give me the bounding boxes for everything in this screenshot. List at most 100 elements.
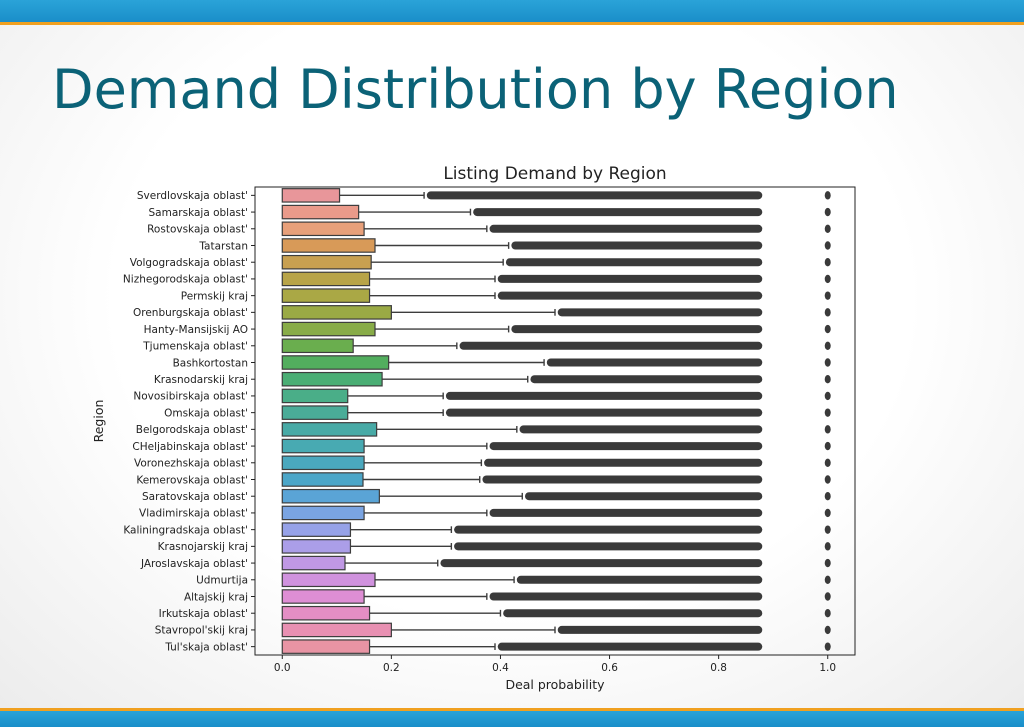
iqr-box — [281, 338, 354, 354]
iqr-box — [281, 622, 392, 638]
iqr-box — [281, 188, 341, 203]
outlier-point — [824, 508, 831, 518]
x-tick-label: 0.2 — [383, 662, 400, 674]
y-tick-label: JAroslavskaja oblast' — [140, 558, 248, 570]
iqr-box — [281, 221, 365, 237]
outlier-markers — [454, 525, 763, 534]
y-tick-label: Hanty-Mansijskij AO — [144, 324, 248, 336]
region-box-group — [281, 639, 831, 654]
region-box-group — [281, 238, 831, 253]
region-box-group — [281, 488, 831, 504]
y-tick-label: Voronezhskaja oblast' — [134, 458, 248, 470]
outlier-markers — [530, 375, 763, 384]
iqr-box — [281, 305, 392, 320]
iqr-box — [281, 238, 376, 253]
region-box-group — [281, 605, 831, 621]
outlier-markers — [489, 442, 763, 451]
outlier-point — [824, 207, 831, 217]
y-tick-label: Sverdlovskaja oblast' — [137, 190, 248, 202]
outlier-markers — [445, 408, 763, 417]
region-box-group — [281, 505, 831, 521]
iqr-box — [281, 555, 346, 571]
iqr-box — [281, 288, 371, 303]
region-box-group — [281, 438, 831, 454]
iqr-box — [281, 639, 371, 654]
y-tick-label: Samarskaja oblast' — [149, 207, 248, 219]
region-box-group — [281, 321, 831, 337]
outlier-point — [824, 391, 831, 401]
y-tick-label: Orenburgskaja oblast' — [133, 307, 248, 319]
outlier-markers — [426, 191, 763, 200]
iqr-box — [281, 572, 376, 588]
y-tick-label: Novosibirskaja oblast' — [133, 391, 248, 403]
plot-frame — [254, 186, 856, 656]
y-tick-label: Tjumenskaja oblast' — [142, 341, 248, 353]
region-box-group — [281, 338, 831, 354]
iqr-box — [281, 388, 349, 404]
x-tick-label: 0.4 — [492, 662, 509, 674]
outlier-point — [824, 191, 831, 200]
outlier-markers — [482, 475, 763, 484]
box-plot-chart: Listing Demand by Region Sverdlovskaja ob… — [91, 164, 856, 692]
iqr-box — [281, 254, 372, 270]
y-tick-label: Irkutskaja oblast' — [159, 608, 248, 620]
outlier-point — [824, 291, 831, 300]
iqr-box — [281, 605, 371, 621]
top-accent-bar — [0, 0, 1024, 25]
outlier-markers — [546, 358, 763, 367]
outlier-point — [824, 642, 831, 651]
outlier-point — [824, 525, 831, 534]
x-tick-label: 0.0 — [274, 662, 291, 674]
outlier-markers — [511, 241, 763, 250]
outlier-markers — [557, 308, 763, 317]
iqr-box — [281, 438, 365, 454]
outlier-point — [824, 375, 831, 384]
y-tick-label: Udmurtija — [196, 575, 248, 587]
outlier-point — [824, 274, 831, 284]
x-tick-label: 1.0 — [819, 662, 836, 674]
outlier-markers — [497, 274, 763, 283]
region-box-group — [281, 555, 831, 571]
outlier-markers — [557, 625, 763, 634]
y-tick-label: Krasnodarskij kraj — [154, 374, 248, 386]
iqr-box — [281, 488, 380, 504]
outlier-point — [824, 258, 831, 267]
y-tick-label: CHeljabinskaja oblast' — [132, 441, 248, 453]
y-tick-label: Kaliningradskaja oblast' — [123, 524, 248, 536]
outlier-point — [824, 425, 831, 434]
iqr-box — [281, 321, 376, 337]
outlier-point — [824, 408, 831, 417]
y-tick-label: Altajskij kraj — [184, 591, 248, 603]
outlier-point — [824, 241, 831, 250]
outlier-point — [824, 558, 831, 568]
outlier-point — [824, 308, 831, 317]
outlier-markers — [489, 592, 763, 601]
iqr-box — [281, 204, 360, 220]
outlier-markers — [516, 575, 763, 584]
outlier-markers — [459, 341, 763, 350]
region-box-group — [281, 188, 831, 203]
region-box-group — [281, 472, 831, 487]
region-box-group — [281, 422, 831, 437]
outlier-markers — [454, 542, 763, 551]
region-box-group — [281, 288, 831, 303]
outlier-markers — [445, 391, 763, 400]
outlier-markers — [489, 224, 763, 233]
y-tick-label: Volgogradskaja oblast' — [130, 257, 248, 269]
iqr-box — [281, 371, 383, 387]
outlier-markers — [497, 291, 763, 300]
region-box-group — [281, 455, 831, 471]
iqr-box — [281, 539, 352, 554]
y-tick-label: Stavropol'skij kraj — [155, 625, 248, 637]
y-axis-label: Region — [91, 400, 106, 443]
region-box-group — [281, 271, 831, 287]
y-tick-label: Permskij kraj — [181, 290, 248, 302]
region-box-group — [281, 204, 831, 220]
region-box-group — [281, 355, 831, 370]
outlier-point — [824, 625, 831, 635]
region-box-group — [281, 254, 831, 270]
region-box-group — [281, 622, 831, 638]
outlier-point — [824, 441, 831, 451]
outlier-point — [824, 458, 831, 467]
outlier-point — [824, 475, 831, 484]
